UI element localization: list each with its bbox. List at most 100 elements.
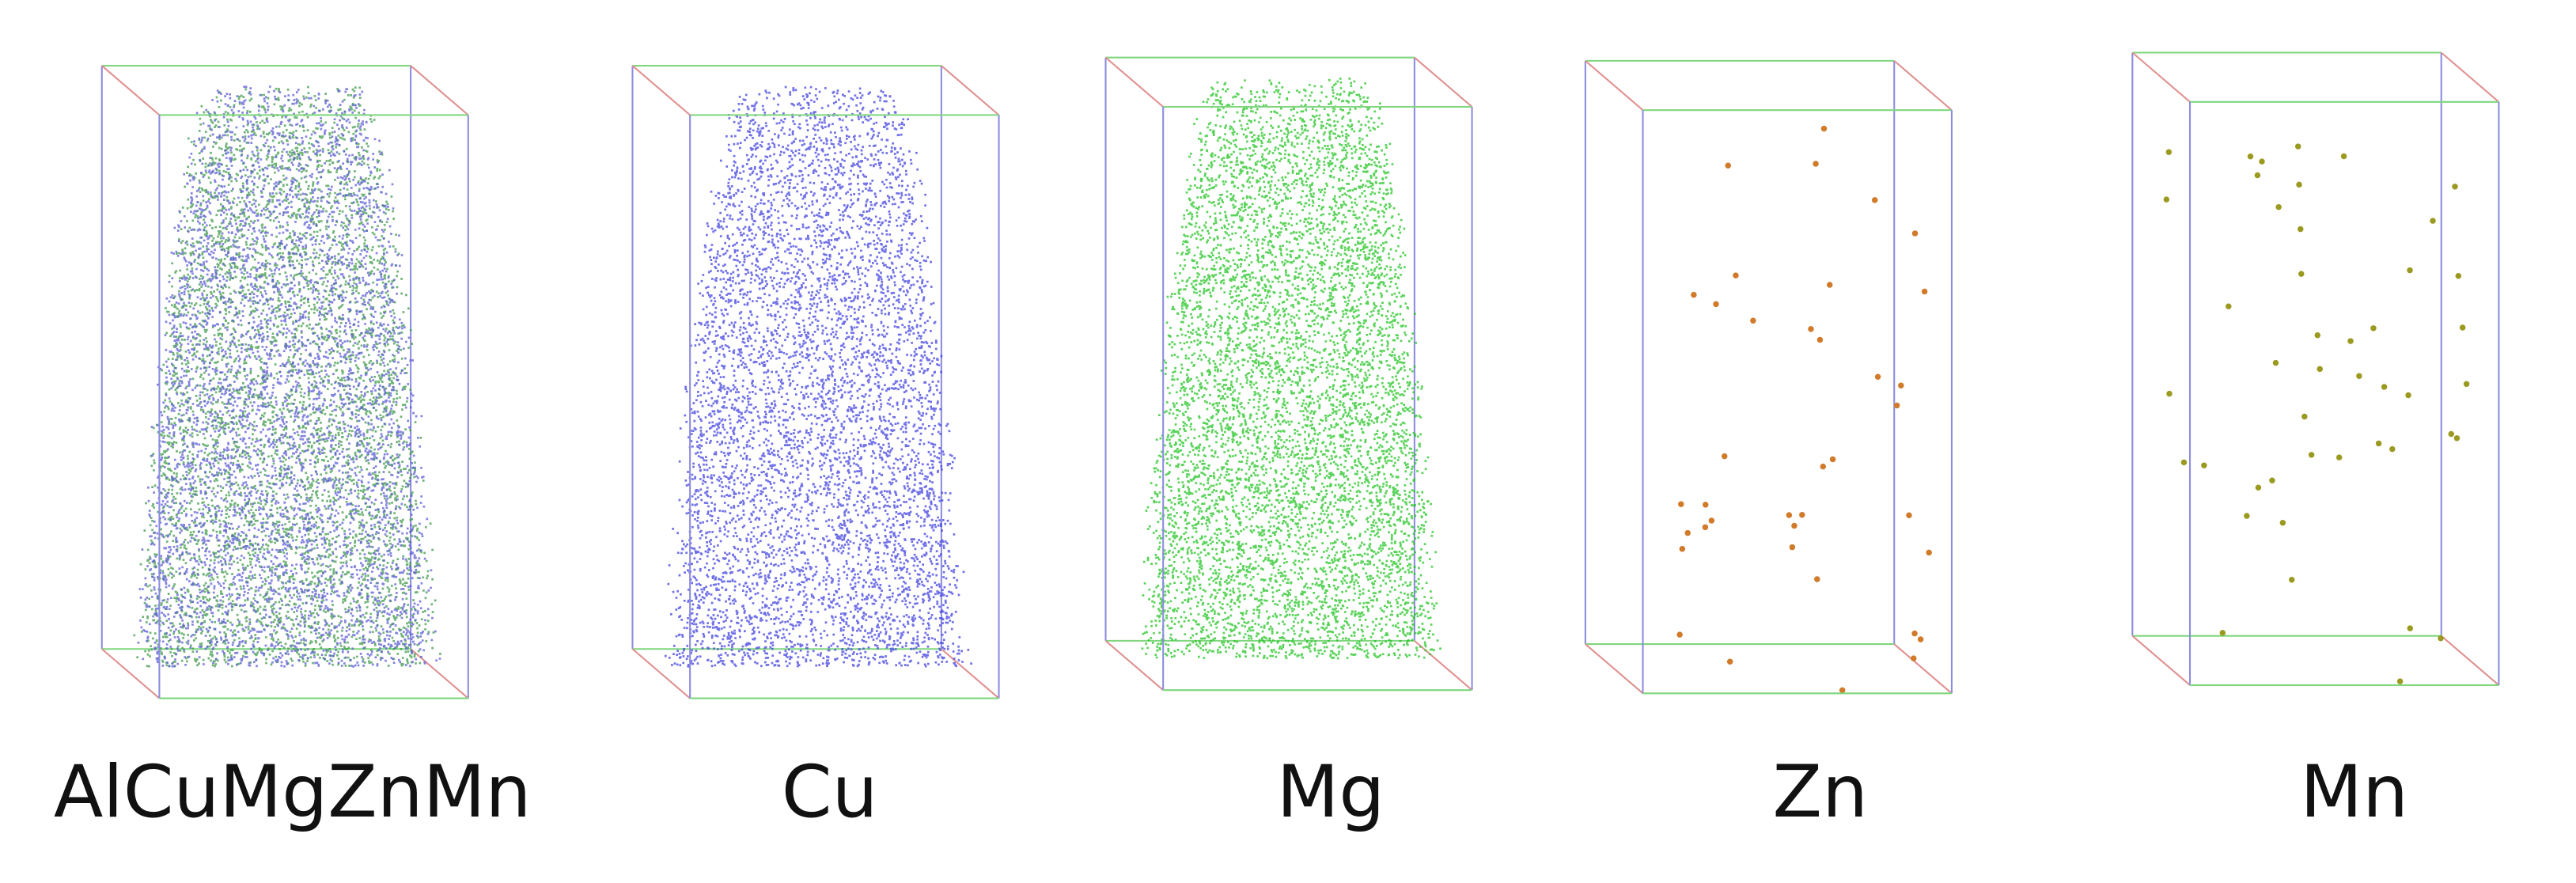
atom: [1789, 544, 1796, 551]
atom: [2244, 513, 2250, 519]
panel: AlCuMgZnMn: [54, 65, 532, 834]
atom: [1906, 512, 1912, 519]
atom: [1808, 326, 1814, 332]
atom: [1678, 501, 1684, 507]
atom: [2296, 181, 2302, 188]
atom: [2201, 462, 2207, 468]
atom: [2381, 384, 2388, 390]
box-edge: [2131, 635, 2191, 686]
panel-label: Zn: [1773, 749, 1868, 834]
atom-cloud: [664, 85, 972, 668]
atom: [2166, 390, 2173, 397]
atom: [1826, 282, 1833, 288]
box-edge: [631, 65, 691, 116]
atom: [2356, 373, 2362, 379]
atom: [2259, 158, 2265, 165]
atom: [1917, 636, 1924, 642]
atom: [1816, 336, 1824, 343]
atom: [2275, 203, 2282, 210]
atom: [2272, 359, 2279, 366]
atom: [1721, 453, 1728, 460]
box-edge: [631, 648, 691, 699]
atom: [1708, 517, 1715, 524]
atom: [2459, 324, 2466, 331]
atom: [2448, 430, 2455, 438]
atom: [2407, 625, 2414, 631]
atom: [2317, 366, 2323, 373]
atom: [2375, 440, 2382, 447]
atom: [2255, 484, 2262, 491]
panel-label: Mg: [1277, 749, 1385, 834]
atom: [1874, 373, 1881, 381]
atom: [1676, 631, 1683, 638]
panel: Cu: [631, 65, 1000, 834]
box-edge: [1893, 60, 1953, 111]
atom: [2269, 477, 2275, 483]
atom: [2308, 452, 2315, 458]
atom: [2294, 143, 2301, 150]
atom-cloud: [137, 85, 441, 668]
atom: [2370, 325, 2377, 332]
atom: [1725, 162, 1731, 169]
atom: [2405, 392, 2411, 399]
box-edge: [2441, 635, 2500, 686]
box-edge: [2131, 51, 2191, 103]
atom: [1679, 545, 1686, 552]
atom: [2301, 413, 2308, 420]
box-edge: [941, 648, 1000, 699]
atom: [1814, 576, 1820, 582]
atom: [1813, 161, 1819, 167]
atom: [1911, 230, 1919, 237]
panel-label: Mn: [2300, 749, 2408, 834]
box-edge: [410, 648, 469, 699]
box-edge: [1414, 640, 1473, 691]
atom: [1911, 655, 1917, 661]
atom: [1911, 630, 1918, 637]
atom: [1829, 456, 1836, 463]
atom: [2453, 435, 2460, 442]
atom: [2335, 454, 2343, 460]
atom: [2438, 635, 2444, 642]
box-edge: [1104, 640, 1164, 691]
atom: [2347, 338, 2354, 344]
atom-cloud: [133, 85, 441, 668]
atom: [1791, 522, 1798, 529]
atom: [1839, 687, 1846, 694]
atom: [1898, 382, 1904, 389]
atom: [1726, 658, 1733, 665]
atom: [2165, 149, 2173, 155]
box-edge: [1104, 56, 1164, 108]
box-edge: [1585, 643, 1644, 695]
atom: [1820, 125, 1828, 132]
box-edge: [1585, 60, 1644, 111]
panel: Mn: [2131, 51, 2500, 834]
box-edge: [2441, 51, 2500, 103]
atom: [2180, 459, 2188, 466]
atom: [2463, 381, 2470, 388]
panel-label: AlCuMgZnMn: [54, 749, 532, 834]
atom-cloud: [1141, 78, 1441, 660]
panel: Zn: [1584, 59, 1953, 834]
atom: [1786, 512, 1793, 518]
atom: [1713, 301, 1719, 308]
atom: [2314, 332, 2321, 339]
atom: [2163, 196, 2170, 203]
atom: [2389, 445, 2396, 453]
atom: [2219, 630, 2226, 636]
atom: [1733, 272, 1739, 279]
atom: [1893, 402, 1900, 409]
atom: [2340, 153, 2347, 160]
box-edge: [941, 65, 1000, 116]
atom: [1799, 511, 1805, 518]
panel: Mg: [1104, 56, 1473, 834]
atom: [2407, 267, 2413, 274]
box-edge: [410, 65, 469, 116]
atom: [1871, 197, 1878, 203]
atom: [1921, 288, 1928, 295]
atom: [2279, 520, 2286, 526]
box-edge: [101, 648, 161, 699]
atom: [2226, 303, 2232, 309]
atom: [1702, 524, 1709, 531]
atom: [1702, 502, 1709, 508]
